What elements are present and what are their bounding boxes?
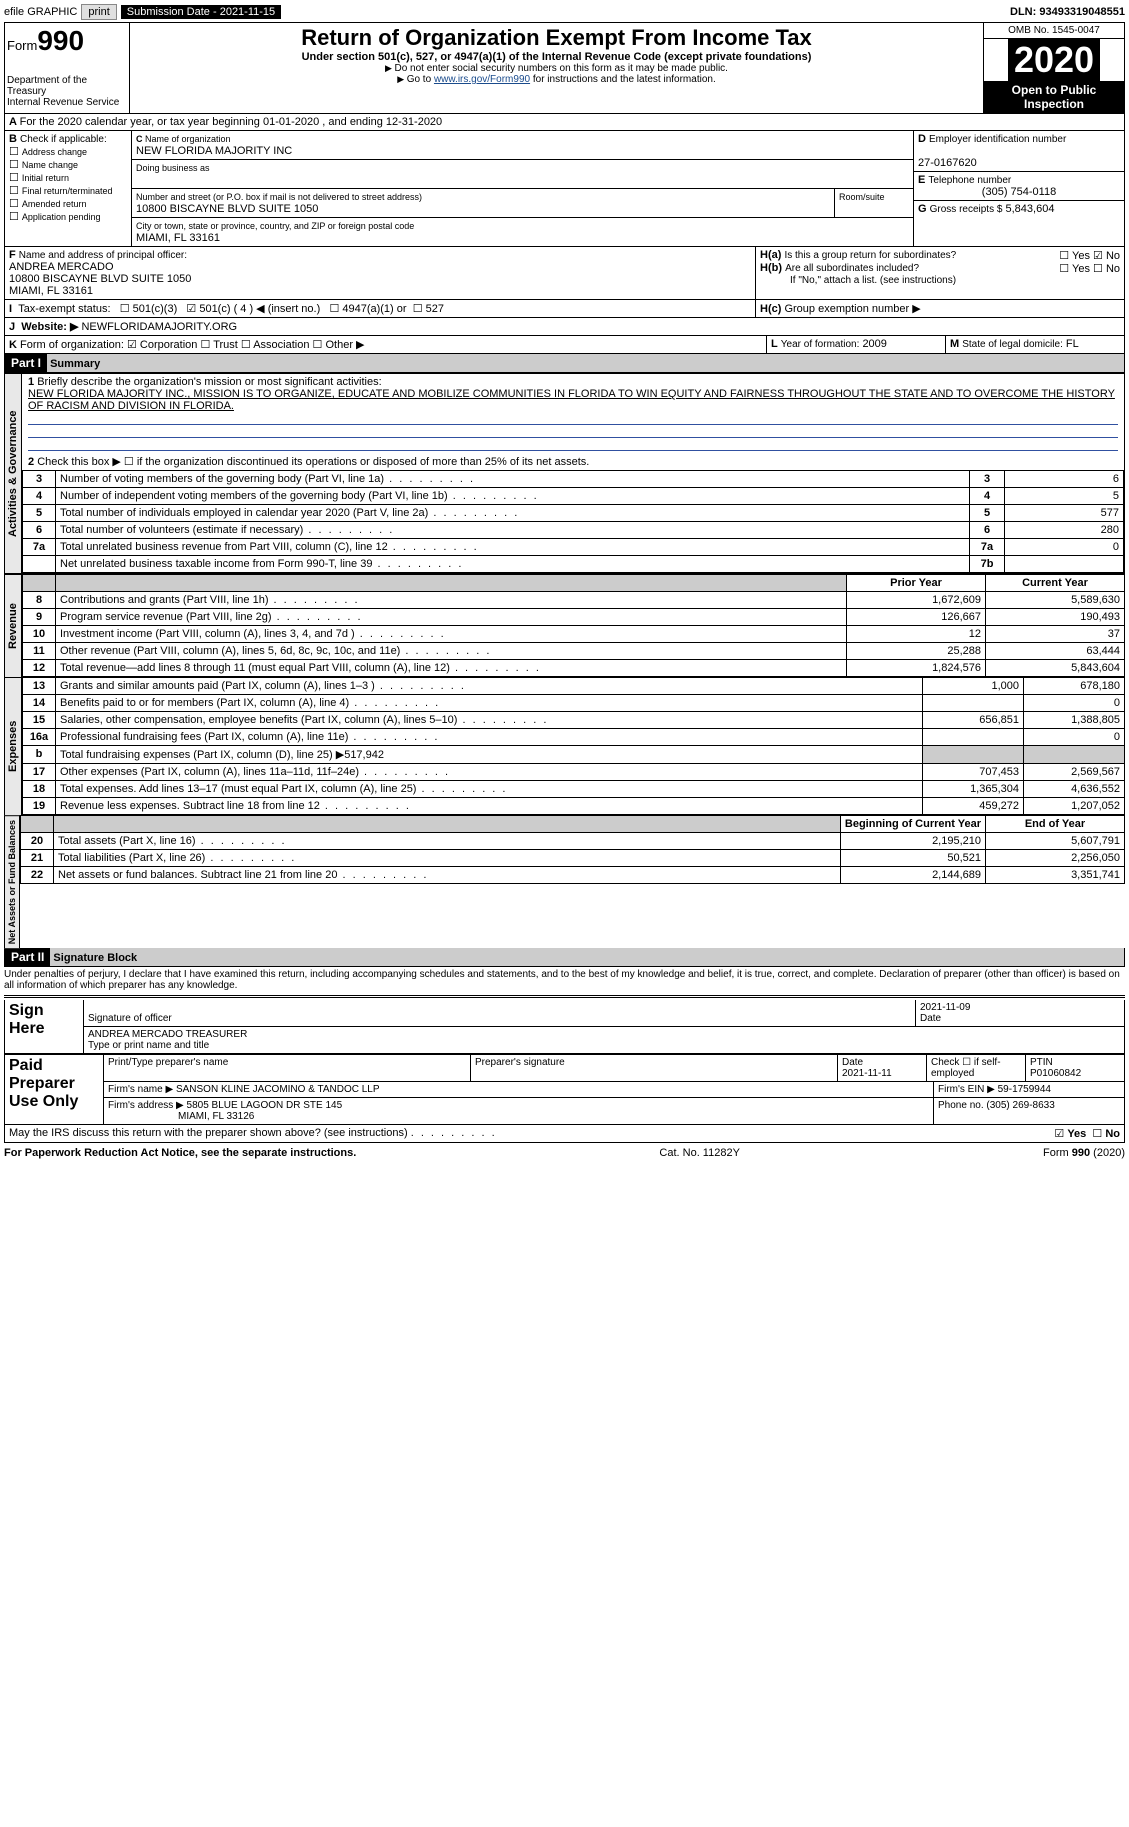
note-ssn: Do not enter social security numbers on …: [136, 63, 977, 74]
netassets-label: Net Assets or Fund Balances: [4, 815, 20, 948]
perjury-declaration: Under penalties of perjury, I declare th…: [4, 967, 1125, 993]
sign-here-label: Sign Here: [5, 1000, 84, 1053]
print-button[interactable]: print: [81, 4, 116, 20]
checkbox-name-change[interactable]: Name change: [9, 158, 127, 171]
ptin: P01060842: [1030, 1068, 1081, 1079]
tax-year: 2020: [1008, 39, 1100, 81]
phone: (305) 754-0118: [918, 186, 1120, 198]
ein: 27-0167620: [918, 157, 977, 169]
omb-number: OMB No. 1545-0047: [984, 23, 1124, 39]
form-number: Form990: [7, 25, 127, 57]
dln: DLN: 93493319048551: [1010, 6, 1125, 18]
org-address: 10800 BISCAYNE BLVD SUITE 1050: [136, 203, 318, 215]
part1-header: Part I: [5, 354, 47, 372]
box-b-header: Check if applicable:: [20, 134, 107, 145]
org-city: MIAMI, FL 33161: [136, 232, 220, 244]
checkbox-final-return-terminated[interactable]: Final return/terminated: [9, 184, 127, 197]
efile-label: efile GRAPHIC: [4, 6, 77, 18]
irs-label: Internal Revenue Service: [7, 97, 127, 108]
submission-date: Submission Date - 2021-11-15: [121, 5, 281, 19]
line-a: A For the 2020 calendar year, or tax yea…: [4, 114, 1125, 131]
checkbox-address-change[interactable]: Address change: [9, 145, 127, 158]
checkbox-initial-return[interactable]: Initial return: [9, 171, 127, 184]
part2-header: Part II: [5, 948, 50, 966]
revenue-label: Revenue: [4, 574, 22, 677]
governance-label: Activities & Governance: [4, 373, 22, 574]
gross-receipts: 5,843,604: [1006, 203, 1055, 215]
signer-name: ANDREA MERCADO TREASURER: [88, 1029, 247, 1040]
note-goto: Go to www.irs.gov/Form990 for instructio…: [136, 74, 977, 85]
irs-link[interactable]: www.irs.gov/Form990: [434, 74, 530, 85]
checkbox-amended-return[interactable]: Amended return: [9, 197, 127, 210]
officer-name: ANDREA MERCADO: [9, 261, 114, 273]
org-name: NEW FLORIDA MAJORITY INC: [136, 145, 292, 157]
firm-name: SANSON KLINE JACOMINO & TANDOC LLP: [176, 1084, 380, 1095]
open-to-public: Open to Public Inspection: [984, 81, 1124, 113]
checkbox-application-pending[interactable]: Application pending: [9, 210, 127, 223]
dept-treasury: Department of the Treasury: [7, 75, 127, 97]
mission: NEW FLORIDA MAJORITY INC., MISSION IS TO…: [28, 388, 1115, 412]
form-header: Form990 Department of the Treasury Inter…: [4, 22, 1125, 114]
website: NEWFLORIDAMAJORITY.ORG: [81, 321, 237, 333]
form-title: Return of Organization Exempt From Incom…: [136, 25, 977, 51]
paid-preparer-label: Paid Preparer Use Only: [5, 1054, 104, 1124]
form-subtitle: Under section 501(c), 527, or 4947(a)(1)…: [136, 51, 977, 63]
page-footer: For Paperwork Reduction Act Notice, see …: [4, 1147, 1125, 1159]
toolbar: efile GRAPHIC print Submission Date - 20…: [4, 4, 1125, 20]
expenses-label: Expenses: [4, 677, 22, 815]
